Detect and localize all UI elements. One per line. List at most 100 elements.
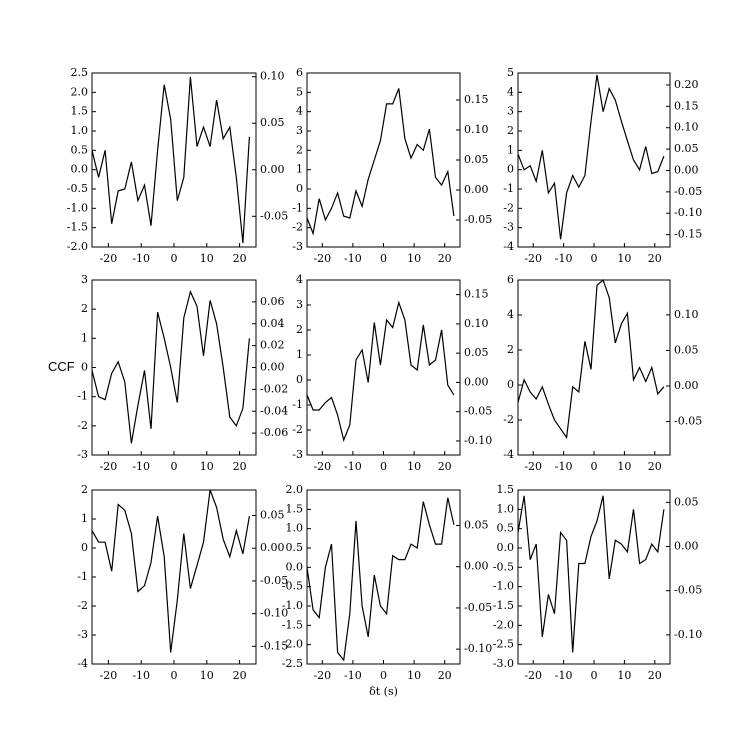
y2-tick-label: 0.05 xyxy=(464,518,489,531)
y-tick-label: -2.5 xyxy=(282,657,303,670)
y-tick-label: 0.0 xyxy=(71,163,89,176)
y2-tick-label: 0.06 xyxy=(260,295,285,308)
y2-tick-label: 0.00 xyxy=(260,163,285,176)
y2-tick-label: -0.02 xyxy=(260,382,288,395)
y2-tick-label: -0.05 xyxy=(464,213,492,226)
x-tick-label: 0 xyxy=(591,460,598,473)
x-tick-label: -10 xyxy=(344,669,362,682)
x-tick-label: -10 xyxy=(344,460,362,473)
y-tick-label: 0.0 xyxy=(497,541,515,554)
y2-tick-label: 0.05 xyxy=(674,343,699,356)
y2-tick-label: 0.05 xyxy=(464,346,489,359)
y2-tick-label: 0.00 xyxy=(674,540,699,553)
x-tick-label: 0 xyxy=(380,669,387,682)
y-tick-label: 2.0 xyxy=(286,483,304,496)
y2-tick-label: 0.20 xyxy=(674,78,699,91)
y-tick-label: 4 xyxy=(507,85,514,98)
y-tick-label: -0.5 xyxy=(67,182,88,195)
series-line xyxy=(517,278,665,440)
y-tick-label: -1.0 xyxy=(67,201,88,214)
y-tick-label: -1 xyxy=(292,201,303,214)
y2-tick-label: 0.10 xyxy=(674,121,699,134)
y2-tick-label: -0.05 xyxy=(260,574,288,587)
y-tick-label: 1.0 xyxy=(497,502,515,515)
x-tick-label: 10 xyxy=(200,460,214,473)
y-tick-label: -2 xyxy=(77,419,88,432)
y2-tick-label: -0.05 xyxy=(674,584,702,597)
x-tick-label: 10 xyxy=(407,252,421,265)
x-tick-label: -20 xyxy=(100,669,118,682)
series-line xyxy=(91,76,250,244)
axes-frame xyxy=(306,279,461,456)
x-tick-label: 20 xyxy=(233,460,247,473)
y-tick-label: -2 xyxy=(503,201,514,214)
series-line xyxy=(306,300,455,442)
series-line xyxy=(517,74,665,240)
y2-tick-label: 0.00 xyxy=(260,361,285,374)
y-tick-label: -1.0 xyxy=(493,580,514,593)
y-tick-label: 0.0 xyxy=(286,560,304,573)
y-tick-label: 1.5 xyxy=(286,502,304,515)
x-tick-label: 10 xyxy=(617,252,631,265)
axes-frame xyxy=(517,489,671,665)
x-tick-label: -10 xyxy=(555,669,573,682)
y-tick-label: 0 xyxy=(507,163,514,176)
y2-tick-label: 0.00 xyxy=(464,375,489,388)
x-tick-label: -20 xyxy=(524,460,542,473)
y-tick-label: -2 xyxy=(292,423,303,436)
y-tick-label: 6 xyxy=(507,273,514,286)
y-tick-label: -4 xyxy=(503,448,514,461)
y2-tick-label: -0.15 xyxy=(674,228,702,241)
y2-tick-label: -0.05 xyxy=(260,209,288,222)
y-tick-label: -3 xyxy=(292,240,303,253)
y2-tick-label: 0.00 xyxy=(674,163,699,176)
x-tick-label: 20 xyxy=(233,669,247,682)
x-tick-label: 20 xyxy=(648,669,662,682)
axes-frame xyxy=(306,72,461,248)
x-tick-label: 10 xyxy=(407,460,421,473)
x-tick-label: -10 xyxy=(132,460,150,473)
x-tick-label: 10 xyxy=(617,669,631,682)
y-tick-label: -1 xyxy=(77,570,88,583)
y-tick-label: 2.5 xyxy=(71,66,89,79)
y2-tick-label: 0.00 xyxy=(464,183,489,196)
x-tick-label: -20 xyxy=(524,669,542,682)
series-line xyxy=(306,88,455,236)
y-tick-label: 1.5 xyxy=(71,105,89,118)
y-tick-label: 4 xyxy=(507,308,514,321)
y-tick-label: 2 xyxy=(81,483,88,496)
y-tick-label: -4 xyxy=(77,657,88,670)
y2-tick-label: 0.10 xyxy=(464,317,489,330)
y2-tick-label: 0.00 xyxy=(260,541,285,554)
y-tick-label: 1.0 xyxy=(286,522,304,535)
y2-tick-label: 0.05 xyxy=(674,495,699,508)
y2-tick-label: -0.15 xyxy=(260,639,288,652)
y-tick-label: 4 xyxy=(296,105,303,118)
x-tick-label: -20 xyxy=(313,460,331,473)
y-tick-label: -3 xyxy=(503,221,514,234)
x-tick-label: 0 xyxy=(171,460,178,473)
y2-tick-label: -0.05 xyxy=(674,185,702,198)
y2-tick-label: -0.10 xyxy=(674,206,702,219)
x-tick-label: 20 xyxy=(233,252,247,265)
x-tick-label: 20 xyxy=(438,252,452,265)
y-tick-label: 0 xyxy=(296,182,303,195)
y2-tick-label: 0.05 xyxy=(464,153,489,166)
y-tick-label: 2 xyxy=(81,302,88,315)
y-tick-label: 0 xyxy=(296,373,303,386)
series-line xyxy=(91,489,250,653)
y2-tick-label: -0.10 xyxy=(260,607,288,620)
y-tick-label: 4 xyxy=(296,273,303,286)
y-tick-label: 0.5 xyxy=(497,522,515,535)
x-tick-label: 10 xyxy=(200,252,214,265)
y2-tick-label: 0.02 xyxy=(260,339,285,352)
y-tick-label: 5 xyxy=(507,66,514,79)
y-tick-label: -1.5 xyxy=(282,618,303,631)
y-tick-label: -0.5 xyxy=(493,560,514,573)
y2-tick-label: 0.10 xyxy=(674,308,699,321)
axes-frame xyxy=(517,279,671,456)
y-tick-label: -3 xyxy=(292,448,303,461)
x-tick-label: -20 xyxy=(100,460,118,473)
y-tick-label: 1.0 xyxy=(71,124,89,137)
